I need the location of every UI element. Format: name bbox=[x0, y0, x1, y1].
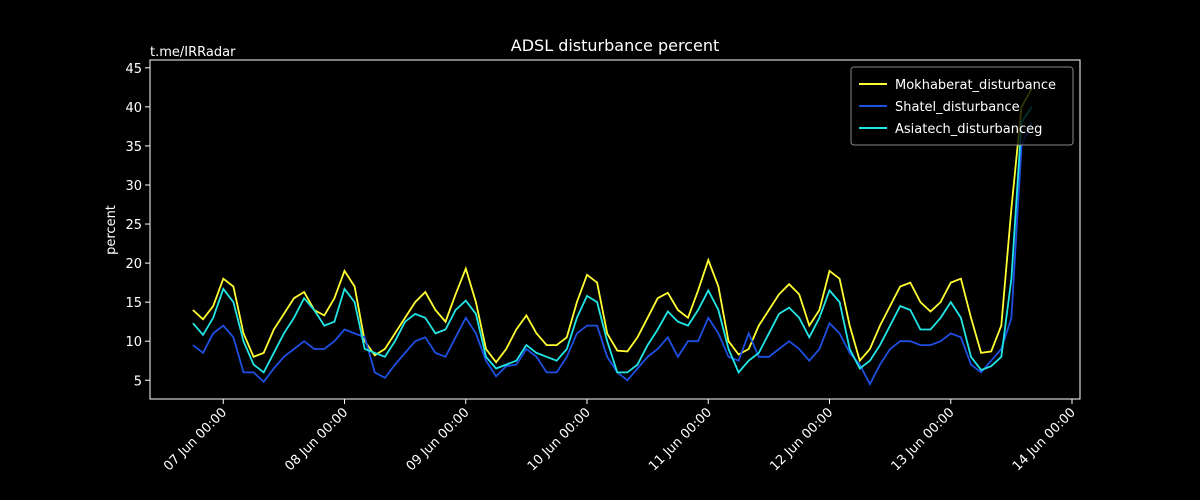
y-tick-label: 10 bbox=[125, 335, 142, 350]
plot-frame bbox=[149, 59, 1081, 400]
legend-label: Shatel_disturbance bbox=[895, 100, 1020, 115]
y-tick-label: 30 bbox=[125, 179, 142, 194]
legend-box bbox=[850, 66, 1074, 146]
y-tick-label: 15 bbox=[125, 296, 142, 311]
series-line bbox=[192, 122, 1033, 387]
y-tick-label: 25 bbox=[125, 218, 142, 233]
series-line bbox=[192, 88, 1033, 364]
series-line bbox=[192, 106, 1033, 375]
y-tick-label: 20 bbox=[125, 257, 142, 272]
legend-label: Asiatech_disturbanceg bbox=[895, 122, 1042, 137]
y-tick-label: 45 bbox=[125, 62, 142, 77]
y-axis-label: percent bbox=[104, 205, 119, 255]
watermark: t.me/IRRadar bbox=[150, 45, 236, 60]
legend-label: Mokhaberat_disturbance bbox=[895, 78, 1056, 93]
chart-title: ADSL disturbance percent bbox=[511, 36, 719, 55]
y-tick-label: 5 bbox=[134, 374, 142, 389]
y-tick-label: 40 bbox=[125, 101, 142, 116]
y-tick-label: 35 bbox=[125, 140, 142, 155]
